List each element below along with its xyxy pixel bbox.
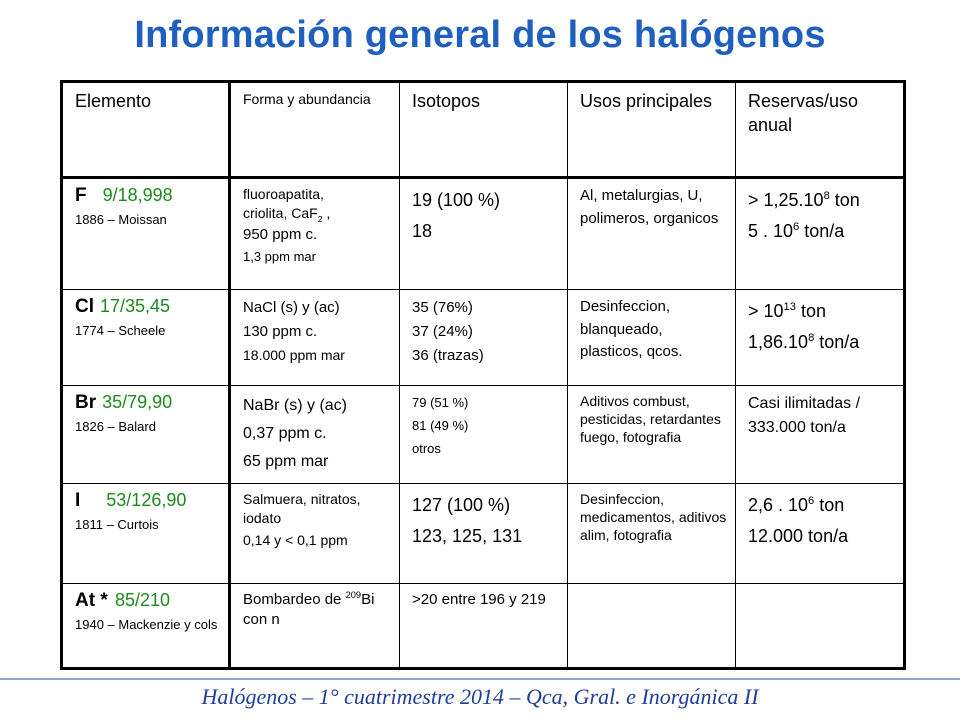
element-discovery: 1940 – Mackenzie y cols — [75, 617, 218, 632]
element-cell: F 9/18,998 1886 – Moissan — [61, 177, 231, 290]
forma-cell: fluoroapatita, criolita, CaF2 , 950 ppm … — [229, 177, 400, 290]
table-row: Cl 17/35,45 1774 – Scheele NaCl (s) y (ac… — [61, 289, 905, 386]
isotopos-cell: >20 entre 196 y 219 — [399, 583, 568, 669]
element-symbol: Br — [75, 392, 97, 413]
usos-cell — [567, 583, 736, 669]
forma-cell: Bombardeo de 209Bi con n — [229, 583, 400, 669]
forma-cell: Salmuera, nitratos, iodato 0,14 y < 0,1 … — [229, 483, 400, 584]
element-discovery: 1826 – Balard — [75, 419, 156, 434]
reservas-cell: Casi ilimitadas / 333.000 ton/a — [735, 385, 905, 484]
halogens-table: Elemento Forma y abundancia Isotopos Uso… — [60, 80, 906, 670]
footer-divider — [0, 678, 960, 680]
header-forma: Forma y abundancia — [229, 81, 400, 179]
reservas-cell: > 1,25.108 ton 5 . 106 ton/a — [735, 177, 905, 290]
element-numbers: 9/18,998 — [102, 185, 173, 205]
table-header-row: Elemento Forma y abundancia Isotopos Uso… — [61, 81, 905, 179]
header-usos: Usos principales — [567, 81, 736, 179]
reservas-cell — [735, 583, 905, 669]
element-numbers: 85/210 — [115, 590, 171, 610]
element-discovery: 1886 – Moissan — [75, 212, 167, 227]
element-cell: Br 35/79,90 1826 – Balard — [61, 385, 231, 484]
header-elemento: Elemento — [61, 81, 231, 179]
forma-cell: NaBr (s) y (ac) 0,37 ppm c. 65 ppm mar — [229, 385, 400, 484]
table-row: F 9/18,998 1886 – Moissan fluoroapatita, … — [61, 177, 905, 290]
footer-text: Halógenos – 1° cuatrimestre 2014 – Qca, … — [201, 684, 759, 709]
table-row: At * 85/210 1940 – Mackenzie y cols Bomb… — [61, 583, 905, 669]
element-symbol: F — [75, 185, 87, 206]
usos-cell: Aditivos combust, pesticidas, retardante… — [567, 385, 736, 484]
isotopos-cell: 127 (100 %) 123, 125, 131 — [399, 483, 568, 584]
element-star: * — [95, 590, 114, 611]
element-discovery: 1811 – Curtois — [75, 517, 159, 532]
element-discovery: 1774 – Scheele — [75, 323, 166, 338]
element-numbers: 35/79,90 — [102, 392, 173, 412]
forma-cell: NaCl (s) y (ac) 130 ppm c. 18.000 ppm ma… — [229, 289, 400, 386]
element-numbers: 53/126,90 — [106, 490, 187, 510]
usos-cell: Desinfeccion, blanqueado, plasticos, qco… — [567, 289, 736, 386]
page-title: Información general de los halógenos — [134, 14, 826, 56]
element-symbol: At — [75, 590, 96, 611]
usos-cell: Desinfeccion, medicamentos, aditivos ali… — [567, 483, 736, 584]
isotopos-cell: 19 (100 %) 18 — [399, 177, 568, 290]
element-numbers: 17/35,45 — [100, 296, 171, 316]
usos-cell: Al, metalurgias, U, polimeros, organicos — [567, 177, 736, 290]
isotopos-cell: 79 (51 %) 81 (49 %) otros — [399, 385, 568, 484]
element-cell: I 53/126,90 1811 – Curtois — [61, 483, 231, 584]
element-cell: Cl 17/35,45 1774 – Scheele — [61, 289, 231, 386]
isotopos-cell: 35 (76%) 37 (24%) 36 (trazas) — [399, 289, 568, 386]
element-symbol: I — [75, 490, 81, 511]
element-cell: At * 85/210 1940 – Mackenzie y cols — [61, 583, 231, 669]
element-symbol: Cl — [75, 296, 94, 317]
reservas-cell: 2,6 . 106 ton 12.000 ton/a — [735, 483, 905, 584]
reservas-cell: > 1013 ton 1,86.108 ton/a — [735, 289, 905, 386]
header-isotopos: Isotopos — [399, 81, 568, 179]
header-reservas: Reservas/uso anual — [735, 81, 905, 179]
table-row: Br 35/79,90 1826 – Balard NaBr (s) y (ac)… — [61, 385, 905, 484]
table-row: I 53/126,90 1811 – Curtois Salmuera, nitr… — [61, 483, 905, 584]
